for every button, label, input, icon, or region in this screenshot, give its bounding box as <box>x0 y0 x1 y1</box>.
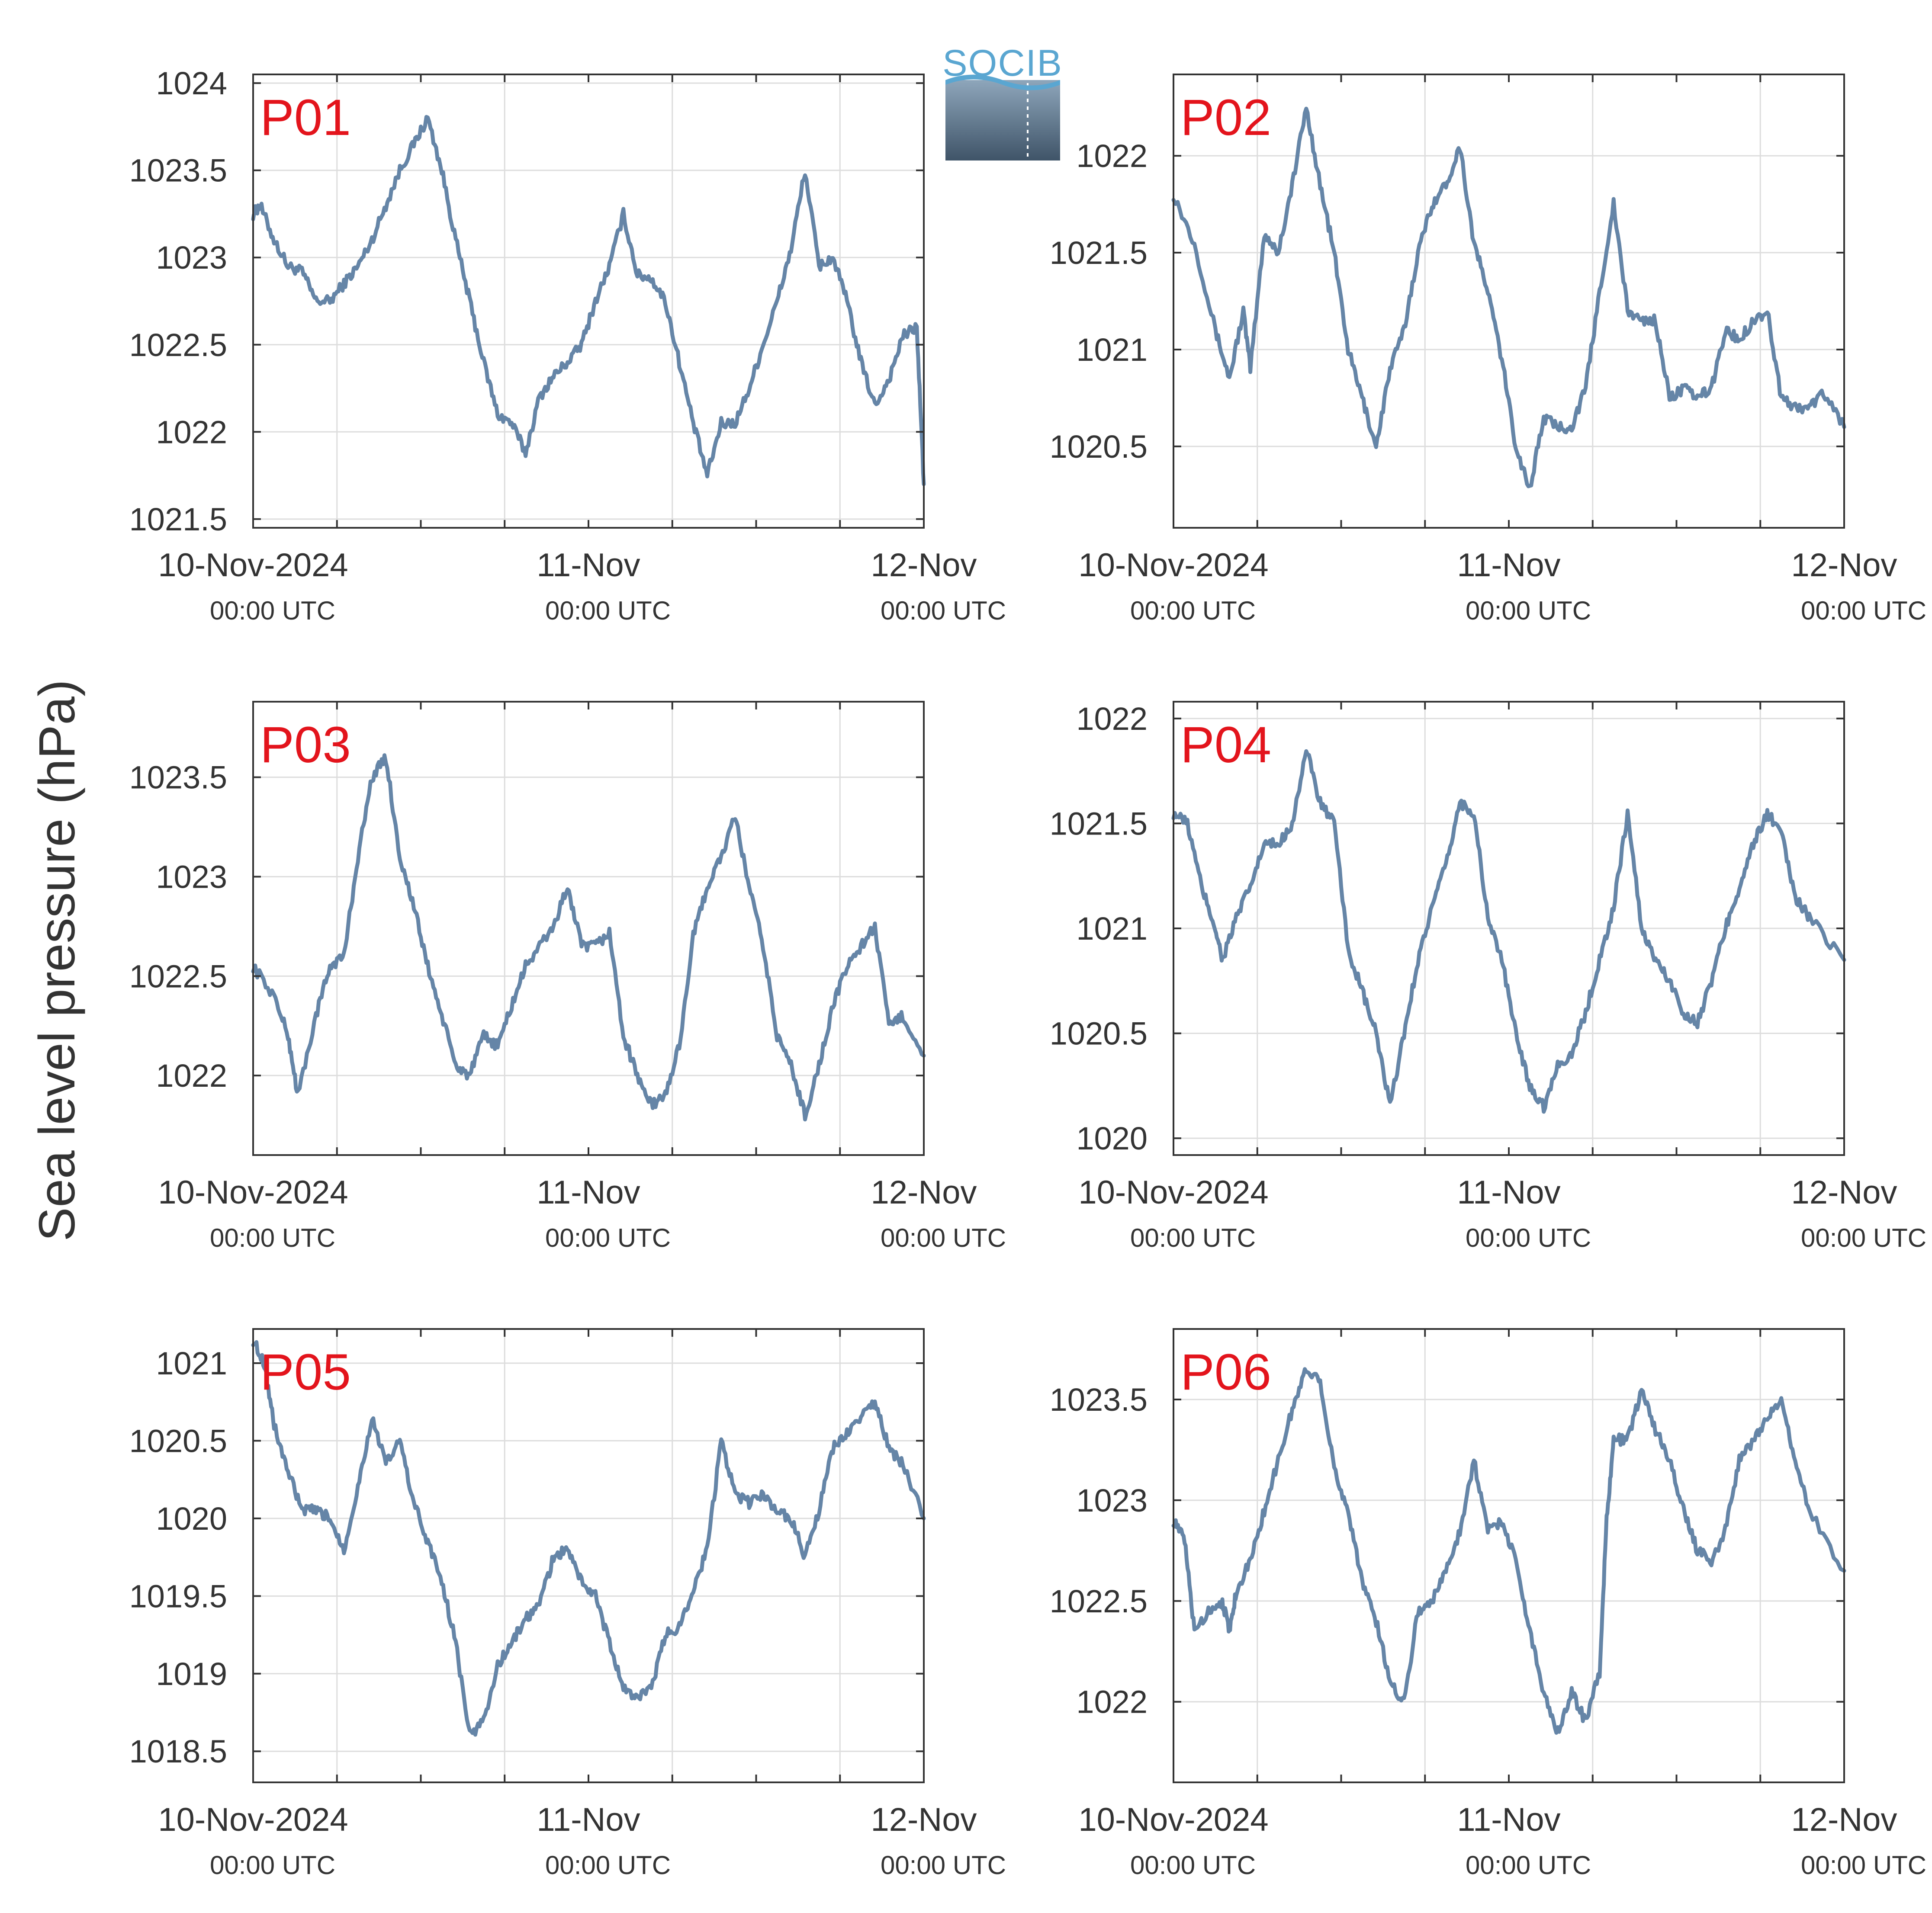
x-tick-label: 11-Nov <box>537 1801 640 1838</box>
y-tick-label: 1020 <box>156 1501 227 1537</box>
x-tick-label: 10-Nov-2024 <box>1078 1801 1268 1838</box>
station-label: P02 <box>1180 89 1271 146</box>
y-tick-label: 1022.5 <box>129 327 227 363</box>
station-label: P05 <box>260 1344 351 1401</box>
series-line-p01 <box>251 115 926 486</box>
x-tick-label: 11-Nov <box>1457 1174 1560 1211</box>
x-tick-sublabel: 00:00 UTC <box>1466 1223 1591 1252</box>
x-tick-sublabel: 00:00 UTC <box>1130 1223 1256 1252</box>
y-tick-label: 1023 <box>156 859 227 895</box>
station-label: P06 <box>1180 1344 1271 1401</box>
x-tick-label: 10-Nov-2024 <box>158 1801 348 1838</box>
y-tick-label: 1022 <box>1076 138 1148 174</box>
y-tick-label: 1020 <box>1076 1120 1148 1156</box>
x-tick-sublabel: 00:00 UTC <box>1466 596 1591 625</box>
y-tick-label: 1019.5 <box>129 1578 227 1614</box>
y-tick-label: 1021 <box>1076 911 1148 947</box>
figure-y-axis-label: Sea level pressure (hPa) <box>29 680 86 1242</box>
logo-text: SOCIB <box>942 42 1063 84</box>
x-tick-sublabel: 00:00 UTC <box>210 596 335 625</box>
panel-p06: 1022 1022.5 1023 1023.5 10-Nov-2024 00:00 UTC… <box>1050 1328 1926 1880</box>
y-tick-label: 1020.5 <box>129 1423 227 1459</box>
y-tick-label: 1023.5 <box>129 153 227 189</box>
panel-p05: 1018.5 1019 1019.5 1020 1020.5 1021 10-Nov-202… <box>129 1328 1006 1880</box>
x-tick-label: 12-Nov <box>1791 1174 1897 1211</box>
y-tick-label: 1023.5 <box>129 760 227 796</box>
series-line-p03 <box>251 753 926 1122</box>
y-tick-label: 1023.5 <box>1050 1382 1148 1418</box>
x-tick-label: 12-Nov <box>871 1801 977 1838</box>
panel-p03: 1022 1022.5 1023 1023.5 10-Nov-2024 00:00 UTC… <box>129 701 1006 1252</box>
station-label: P03 <box>260 716 351 774</box>
station-label: P04 <box>1180 716 1271 774</box>
socib-logo: SOCIB <box>942 42 1063 160</box>
x-tick-sublabel: 00:00 UTC <box>1801 1851 1926 1880</box>
y-tick-label: 1018.5 <box>129 1733 227 1769</box>
x-tick-label: 11-Nov <box>1457 547 1560 584</box>
x-tick-label: 12-Nov <box>1791 1801 1897 1838</box>
series-line-p06 <box>1171 1367 1846 1735</box>
x-tick-label: 10-Nov-2024 <box>1078 1174 1268 1211</box>
y-tick-label: 1022 <box>1076 1684 1148 1720</box>
y-tick-label: 1024 <box>156 65 227 101</box>
x-tick-label: 12-Nov <box>871 1174 977 1211</box>
x-tick-sublabel: 00:00 UTC <box>1130 1851 1256 1880</box>
y-tick-label: 1022.5 <box>129 958 227 994</box>
x-tick-sublabel: 00:00 UTC <box>1801 596 1926 625</box>
y-tick-label: 1021.5 <box>1050 235 1148 271</box>
y-tick-label: 1023 <box>156 240 227 276</box>
x-tick-label: 11-Nov <box>537 547 640 584</box>
panel-p04: 1020 1020.5 1021 1021.5 1022 10-Nov-2024 00:00… <box>1050 701 1926 1252</box>
x-tick-sublabel: 00:00 UTC <box>1801 1223 1926 1252</box>
x-tick-sublabel: 00:00 UTC <box>1130 596 1256 625</box>
panel-grid: 1021.5 1022 1022.5 1023 1023.5 1024 10-Nov-202… <box>129 65 1926 1880</box>
x-tick-label: 12-Nov <box>1791 547 1897 584</box>
x-tick-sublabel: 00:00 UTC <box>545 1851 671 1880</box>
x-tick-sublabel: 00:00 UTC <box>881 1851 1006 1880</box>
y-tick-label: 1022.5 <box>1050 1583 1148 1619</box>
y-tick-label: 1023 <box>1076 1483 1148 1518</box>
panel-p01: 1021.5 1022 1022.5 1023 1023.5 1024 10-Nov-202… <box>129 65 1006 625</box>
x-tick-sublabel: 00:00 UTC <box>1466 1851 1591 1880</box>
y-tick-label: 1021 <box>156 1345 227 1381</box>
y-tick-label: 1021.5 <box>129 501 227 537</box>
x-tick-sublabel: 00:00 UTC <box>545 1223 671 1252</box>
y-tick-label: 1020.5 <box>1050 429 1148 465</box>
y-tick-label: 1022 <box>1076 701 1148 737</box>
y-tick-label: 1020.5 <box>1050 1016 1148 1052</box>
x-tick-label: 11-Nov <box>1457 1801 1560 1838</box>
x-tick-label: 10-Nov-2024 <box>1078 547 1268 584</box>
y-tick-label: 1021 <box>1076 332 1148 368</box>
x-tick-sublabel: 00:00 UTC <box>210 1851 335 1880</box>
x-tick-label: 12-Nov <box>871 547 977 584</box>
y-tick-label: 1022 <box>156 1058 227 1094</box>
station-label: P01 <box>260 89 351 146</box>
x-tick-label: 10-Nov-2024 <box>158 1174 348 1211</box>
y-tick-label: 1019 <box>156 1656 227 1692</box>
x-tick-sublabel: 00:00 UTC <box>210 1223 335 1252</box>
x-tick-sublabel: 00:00 UTC <box>881 1223 1006 1252</box>
panel-p02: 1020.5 1021 1021.5 1022 10-Nov-2024 00:00 UTC… <box>1050 74 1926 625</box>
x-tick-sublabel: 00:00 UTC <box>545 596 671 625</box>
series-line-p05 <box>251 1340 926 1737</box>
series-line-p02 <box>1171 106 1846 488</box>
x-tick-label: 11-Nov <box>537 1174 640 1211</box>
x-tick-label: 10-Nov-2024 <box>158 547 348 584</box>
logo-wave <box>945 74 1060 90</box>
logo-sea-block <box>945 80 1060 160</box>
series-line-p04 <box>1171 749 1846 1114</box>
y-tick-label: 1021.5 <box>1050 806 1148 841</box>
y-tick-label: 1022 <box>156 414 227 450</box>
x-tick-sublabel: 00:00 UTC <box>881 596 1006 625</box>
